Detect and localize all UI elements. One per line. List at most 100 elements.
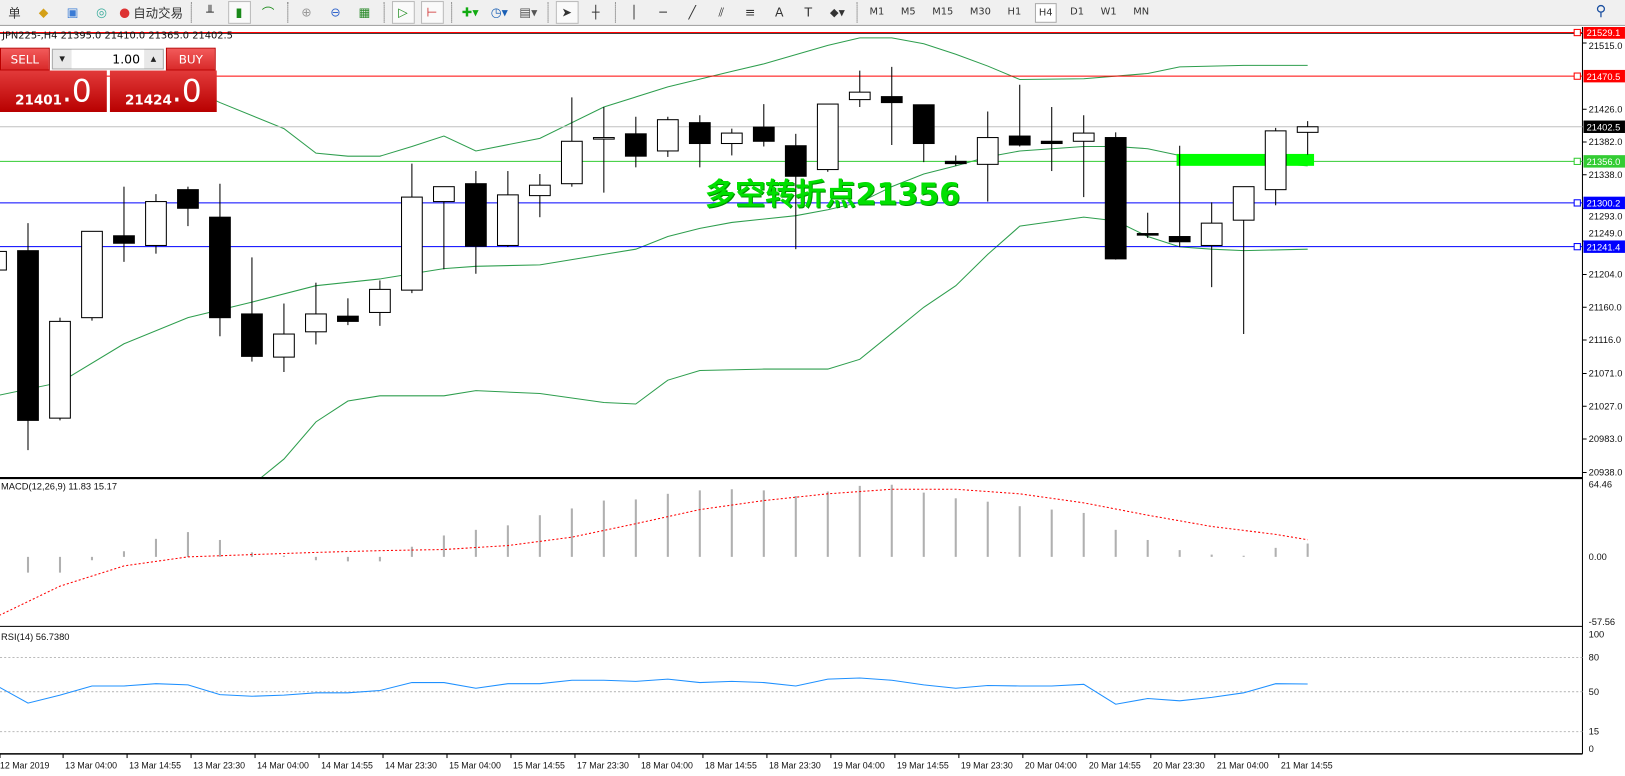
price-label-bg — [1583, 196, 1625, 210]
candle-bull — [656, 119, 679, 152]
periods-icon[interactable]: ◷▾ — [490, 5, 508, 20]
time-tick-label: 13 Mar 23:30 — [193, 760, 245, 770]
time-tick-label: 21 Mar 14:55 — [1281, 760, 1333, 770]
timeframe-mn[interactable]: MN — [1133, 5, 1150, 18]
auto-scroll-icon[interactable]: ▷ — [391, 1, 415, 24]
equidistant-channel-icon[interactable]: ⫽ — [718, 4, 725, 20]
rsi-tick-label: 100 — [1589, 630, 1605, 640]
market-watch-icon[interactable]: ◆ — [38, 5, 49, 20]
price-tick-label: 21160.0 — [1589, 302, 1622, 312]
fibonacci-icon[interactable]: ≡ — [745, 5, 756, 20]
timeframe-w1[interactable]: W1 — [1100, 5, 1117, 18]
lot-decrease-button[interactable]: ▼ — [59, 54, 66, 64]
candlestick-chart-icon[interactable]: ▮ — [227, 1, 251, 24]
time-tick-label: 18 Mar 04:00 — [641, 760, 693, 770]
chart-shift-icon[interactable]: ⊢ — [420, 1, 444, 24]
timeframe-group: M1 M5 M15 M30 H1 H4 D1 W1 MN — [861, 2, 1157, 23]
sell-price-fraction: .0 — [62, 73, 92, 110]
price-label: 21529.1 — [1587, 28, 1621, 38]
rsi-label: RSI(14) 56.7380 — [1, 632, 69, 642]
horizontal-line-icon[interactable]: ─ — [659, 5, 667, 20]
price-tick-label: 21204.0 — [1589, 270, 1623, 280]
crosshair-icon[interactable]: ┼ — [591, 5, 600, 20]
templates-icon[interactable]: ▤▾ — [519, 5, 538, 20]
auto-trading-icon: ● — [119, 5, 131, 20]
tile-windows-icon[interactable]: ▦ — [358, 5, 371, 20]
price-tick-label: 21293.0 — [1589, 211, 1623, 221]
bollinger-upper-band — [203, 37, 1308, 157]
candle-bear — [1136, 233, 1159, 236]
sell-price[interactable]: 21401.0 — [0, 70, 107, 112]
lot-increase-button[interactable]: ▲ — [150, 54, 157, 64]
line-chart-icon[interactable]: ⌒ — [261, 5, 275, 21]
search-icon[interactable]: ⚲ — [1595, 3, 1607, 20]
bar-chart-icon[interactable]: ╨ — [206, 5, 214, 20]
arrows-icon[interactable]: ⬥▾ — [829, 4, 845, 20]
candle-bull — [49, 320, 71, 419]
candle-bull — [1296, 126, 1319, 133]
candle-bear — [752, 126, 775, 142]
timeframe-d1[interactable]: D1 — [1070, 5, 1085, 18]
candle-bull — [496, 194, 519, 246]
candle-bear — [113, 235, 135, 244]
timeframe-m30[interactable]: M30 — [969, 5, 991, 18]
zoom-out-icon[interactable]: ⊖ — [330, 5, 341, 20]
price-label-bg — [1583, 26, 1625, 39]
candle-bull — [305, 313, 327, 333]
toolbar-separator — [383, 2, 385, 23]
navigator-icon[interactable]: ▣ — [66, 5, 79, 20]
candle-bull — [273, 333, 295, 358]
zoom-in-icon[interactable]: ⊕ — [301, 5, 312, 20]
toolbar-partial-label[interactable]: 单 — [8, 5, 21, 21]
timeframe-m15[interactable]: M15 — [932, 5, 954, 18]
lot-input[interactable]: 1.00 — [71, 49, 145, 69]
timeframe-h1[interactable]: H1 — [1007, 5, 1022, 18]
toolbar-separator — [856, 2, 858, 23]
macd-tick-label: -57.56 — [1589, 617, 1615, 627]
macd-tick-label: 64.46 — [1589, 479, 1612, 489]
toolbar-separator — [547, 2, 549, 23]
candle-bear — [1104, 137, 1127, 260]
chart-area[interactable]: 21515.0 21426.0 21382.0 21338.0 21293.0 21249… — [0, 26, 1625, 776]
candle-bear — [912, 104, 935, 145]
candle-bull — [401, 196, 423, 291]
price-tick-label: 20983.0 — [1589, 434, 1623, 444]
buy-button[interactable]: BUY — [165, 47, 216, 71]
time-tick-label: 19 Mar 14:55 — [897, 760, 949, 770]
macd-tick-label: 0.00 — [1589, 552, 1607, 562]
price-tick-label: 21382.0 — [1589, 137, 1623, 147]
time-tick-label: 15 Mar 14:55 — [513, 760, 565, 770]
price-label: 21470.5 — [1587, 72, 1621, 82]
sell-price-main: 21401 — [15, 93, 63, 109]
sell-button[interactable]: SELL — [0, 47, 50, 71]
time-tick-label: 20 Mar 04:00 — [1025, 760, 1077, 770]
signals-icon[interactable]: ◎ — [96, 5, 108, 20]
rsi-tick-label: 50 — [1589, 687, 1599, 697]
time-tick-label: 18 Mar 14:55 — [705, 760, 757, 770]
trendline-icon[interactable]: ╱ — [688, 5, 696, 20]
vertical-line-icon[interactable]: │ — [630, 5, 638, 20]
text-icon[interactable]: A — [775, 5, 784, 20]
macd-label: MACD(12,26,9) 11.83 15.17 — [1, 481, 117, 491]
candle-bull — [720, 132, 743, 145]
text-label-icon[interactable]: T — [804, 5, 813, 20]
buy-price[interactable]: 21424.0 — [109, 70, 217, 112]
auto-trading-button[interactable]: ● 自动交易 — [119, 1, 183, 24]
time-tick-label: 15 Mar 04:00 — [449, 760, 501, 770]
candle-bear — [624, 133, 647, 157]
timeframe-h4[interactable]: H4 — [1034, 2, 1057, 23]
candle-bear — [337, 315, 359, 322]
candle-bear — [688, 122, 711, 145]
candle-bull — [528, 184, 551, 197]
indicators-icon[interactable]: ✚▾ — [461, 5, 479, 20]
macd-signal-line — [0, 488, 1308, 616]
time-tick-label: 14 Mar 23:30 — [385, 760, 437, 770]
candle-bear — [209, 216, 231, 319]
cursor-icon[interactable]: ➤ — [555, 1, 579, 24]
price-label-bg — [1583, 240, 1625, 253]
lot-stepper[interactable]: ▼ 1.00 ▲ — [51, 48, 164, 70]
timeframe-m1[interactable]: M1 — [869, 5, 885, 18]
pivot-zone — [1176, 153, 1315, 166]
toolbar-separator — [614, 2, 616, 23]
timeframe-m5[interactable]: M5 — [900, 5, 916, 18]
